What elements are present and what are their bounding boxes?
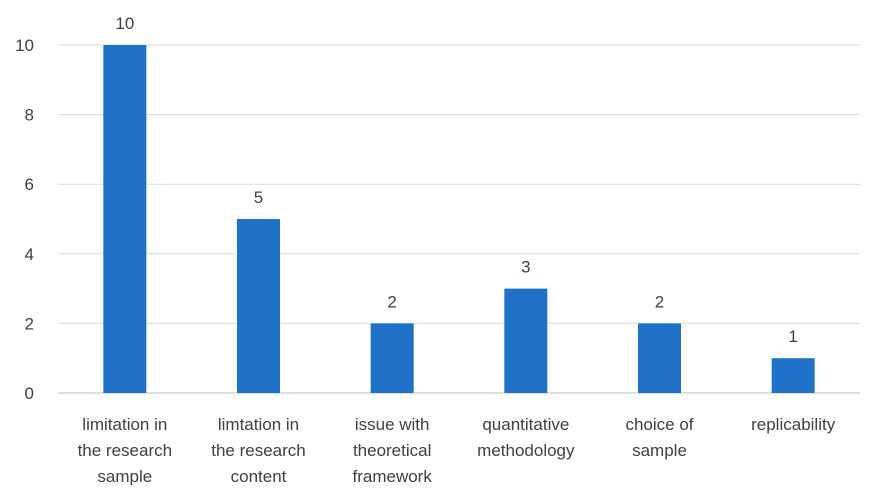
category-label-line: quantitative	[482, 415, 569, 434]
category-label-line: sample	[632, 441, 687, 460]
bar-2	[237, 219, 280, 393]
data-label-4: 3	[521, 258, 530, 277]
category-label-6: replicability	[751, 415, 836, 434]
data-label-6: 1	[788, 327, 797, 346]
data-labels: 10 5 2 3 2 1	[115, 14, 798, 346]
category-label-line: content	[231, 467, 287, 485]
category-label-1: limitation in the research sample	[78, 415, 173, 485]
data-label-1: 10	[115, 14, 134, 33]
data-label-2: 5	[254, 188, 263, 207]
category-label-4: quantitative methodology	[477, 415, 575, 460]
y-tick-label: 2	[25, 314, 34, 333]
y-axis-tick-labels: 0 2 4 6 8 10	[15, 36, 34, 403]
y-tick-label: 4	[25, 245, 34, 264]
category-label-line: methodology	[477, 441, 575, 460]
y-tick-label: 10	[15, 36, 34, 55]
category-label-line: choice of	[625, 415, 693, 434]
bar-3	[370, 323, 414, 393]
bar-4	[504, 288, 548, 393]
x-axis-category-labels: limitation in the research sample limtation…	[78, 415, 836, 486]
category-label-3: issue with theoretical framework	[352, 415, 432, 485]
data-label-5: 2	[655, 292, 664, 311]
bar-5	[638, 323, 681, 393]
bar-1	[103, 45, 147, 393]
category-label-line: issue with	[355, 415, 430, 434]
category-label-line: framework	[352, 467, 432, 485]
category-label-2: limtation in the research content	[211, 415, 306, 485]
category-label-line: the research	[211, 441, 306, 460]
bar-6	[771, 358, 815, 393]
category-label-line: sample	[97, 467, 152, 485]
category-label-line: theoretical	[353, 441, 431, 460]
category-label-line: limitation in	[82, 415, 167, 434]
category-label-line: limtation in	[218, 415, 299, 434]
y-tick-label: 0	[25, 384, 34, 403]
gridlines	[58, 44, 860, 394]
y-tick-label: 8	[25, 106, 34, 125]
bars	[103, 45, 815, 393]
data-label-3: 2	[387, 292, 396, 311]
category-label-5: choice of sample	[625, 415, 693, 460]
category-label-line: the research	[78, 441, 173, 460]
category-label-line: replicability	[751, 415, 836, 434]
y-tick-label: 6	[25, 175, 34, 194]
